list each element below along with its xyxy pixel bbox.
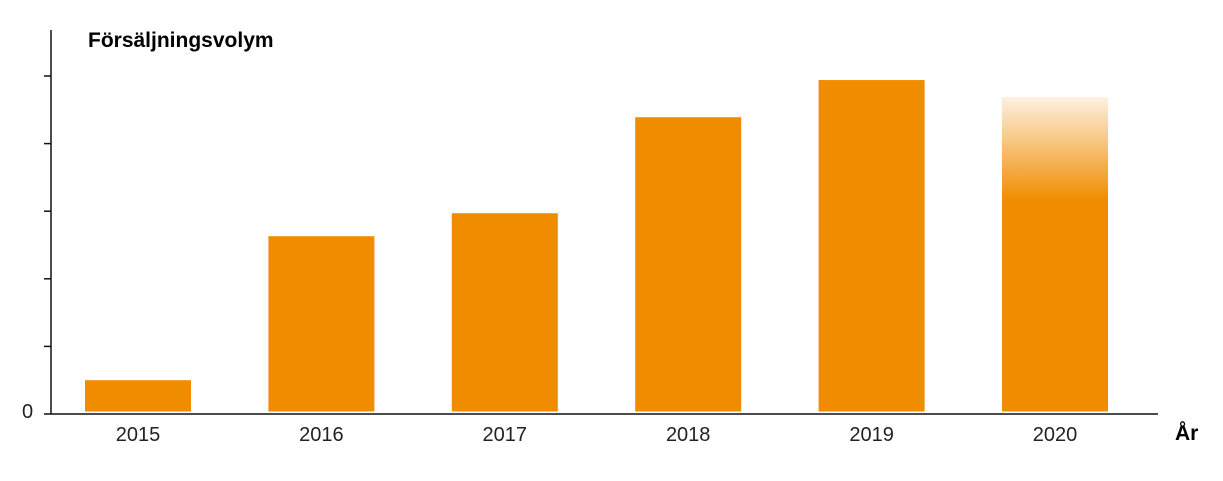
chart-title: Försäljningsvolym [88, 29, 274, 52]
x-tick-label-2015: 2015 [116, 424, 161, 446]
x-tick-label-2016: 2016 [299, 424, 344, 446]
bar-2020 [1002, 96, 1108, 412]
bar-2018 [635, 117, 742, 412]
bar-2019 [818, 80, 925, 412]
y-tick-label-0: 0 [22, 401, 33, 423]
bar-2016 [268, 236, 375, 412]
x-tick-label-2020: 2020 [1033, 424, 1078, 446]
x-tick-label-2017: 2017 [483, 424, 528, 446]
bar-2015 [85, 380, 191, 412]
x-tick-label-2019: 2019 [849, 424, 894, 446]
bar-2017 [451, 213, 558, 412]
x-axis-title: År [1175, 421, 1198, 445]
x-tick-label-2018: 2018 [666, 424, 711, 446]
